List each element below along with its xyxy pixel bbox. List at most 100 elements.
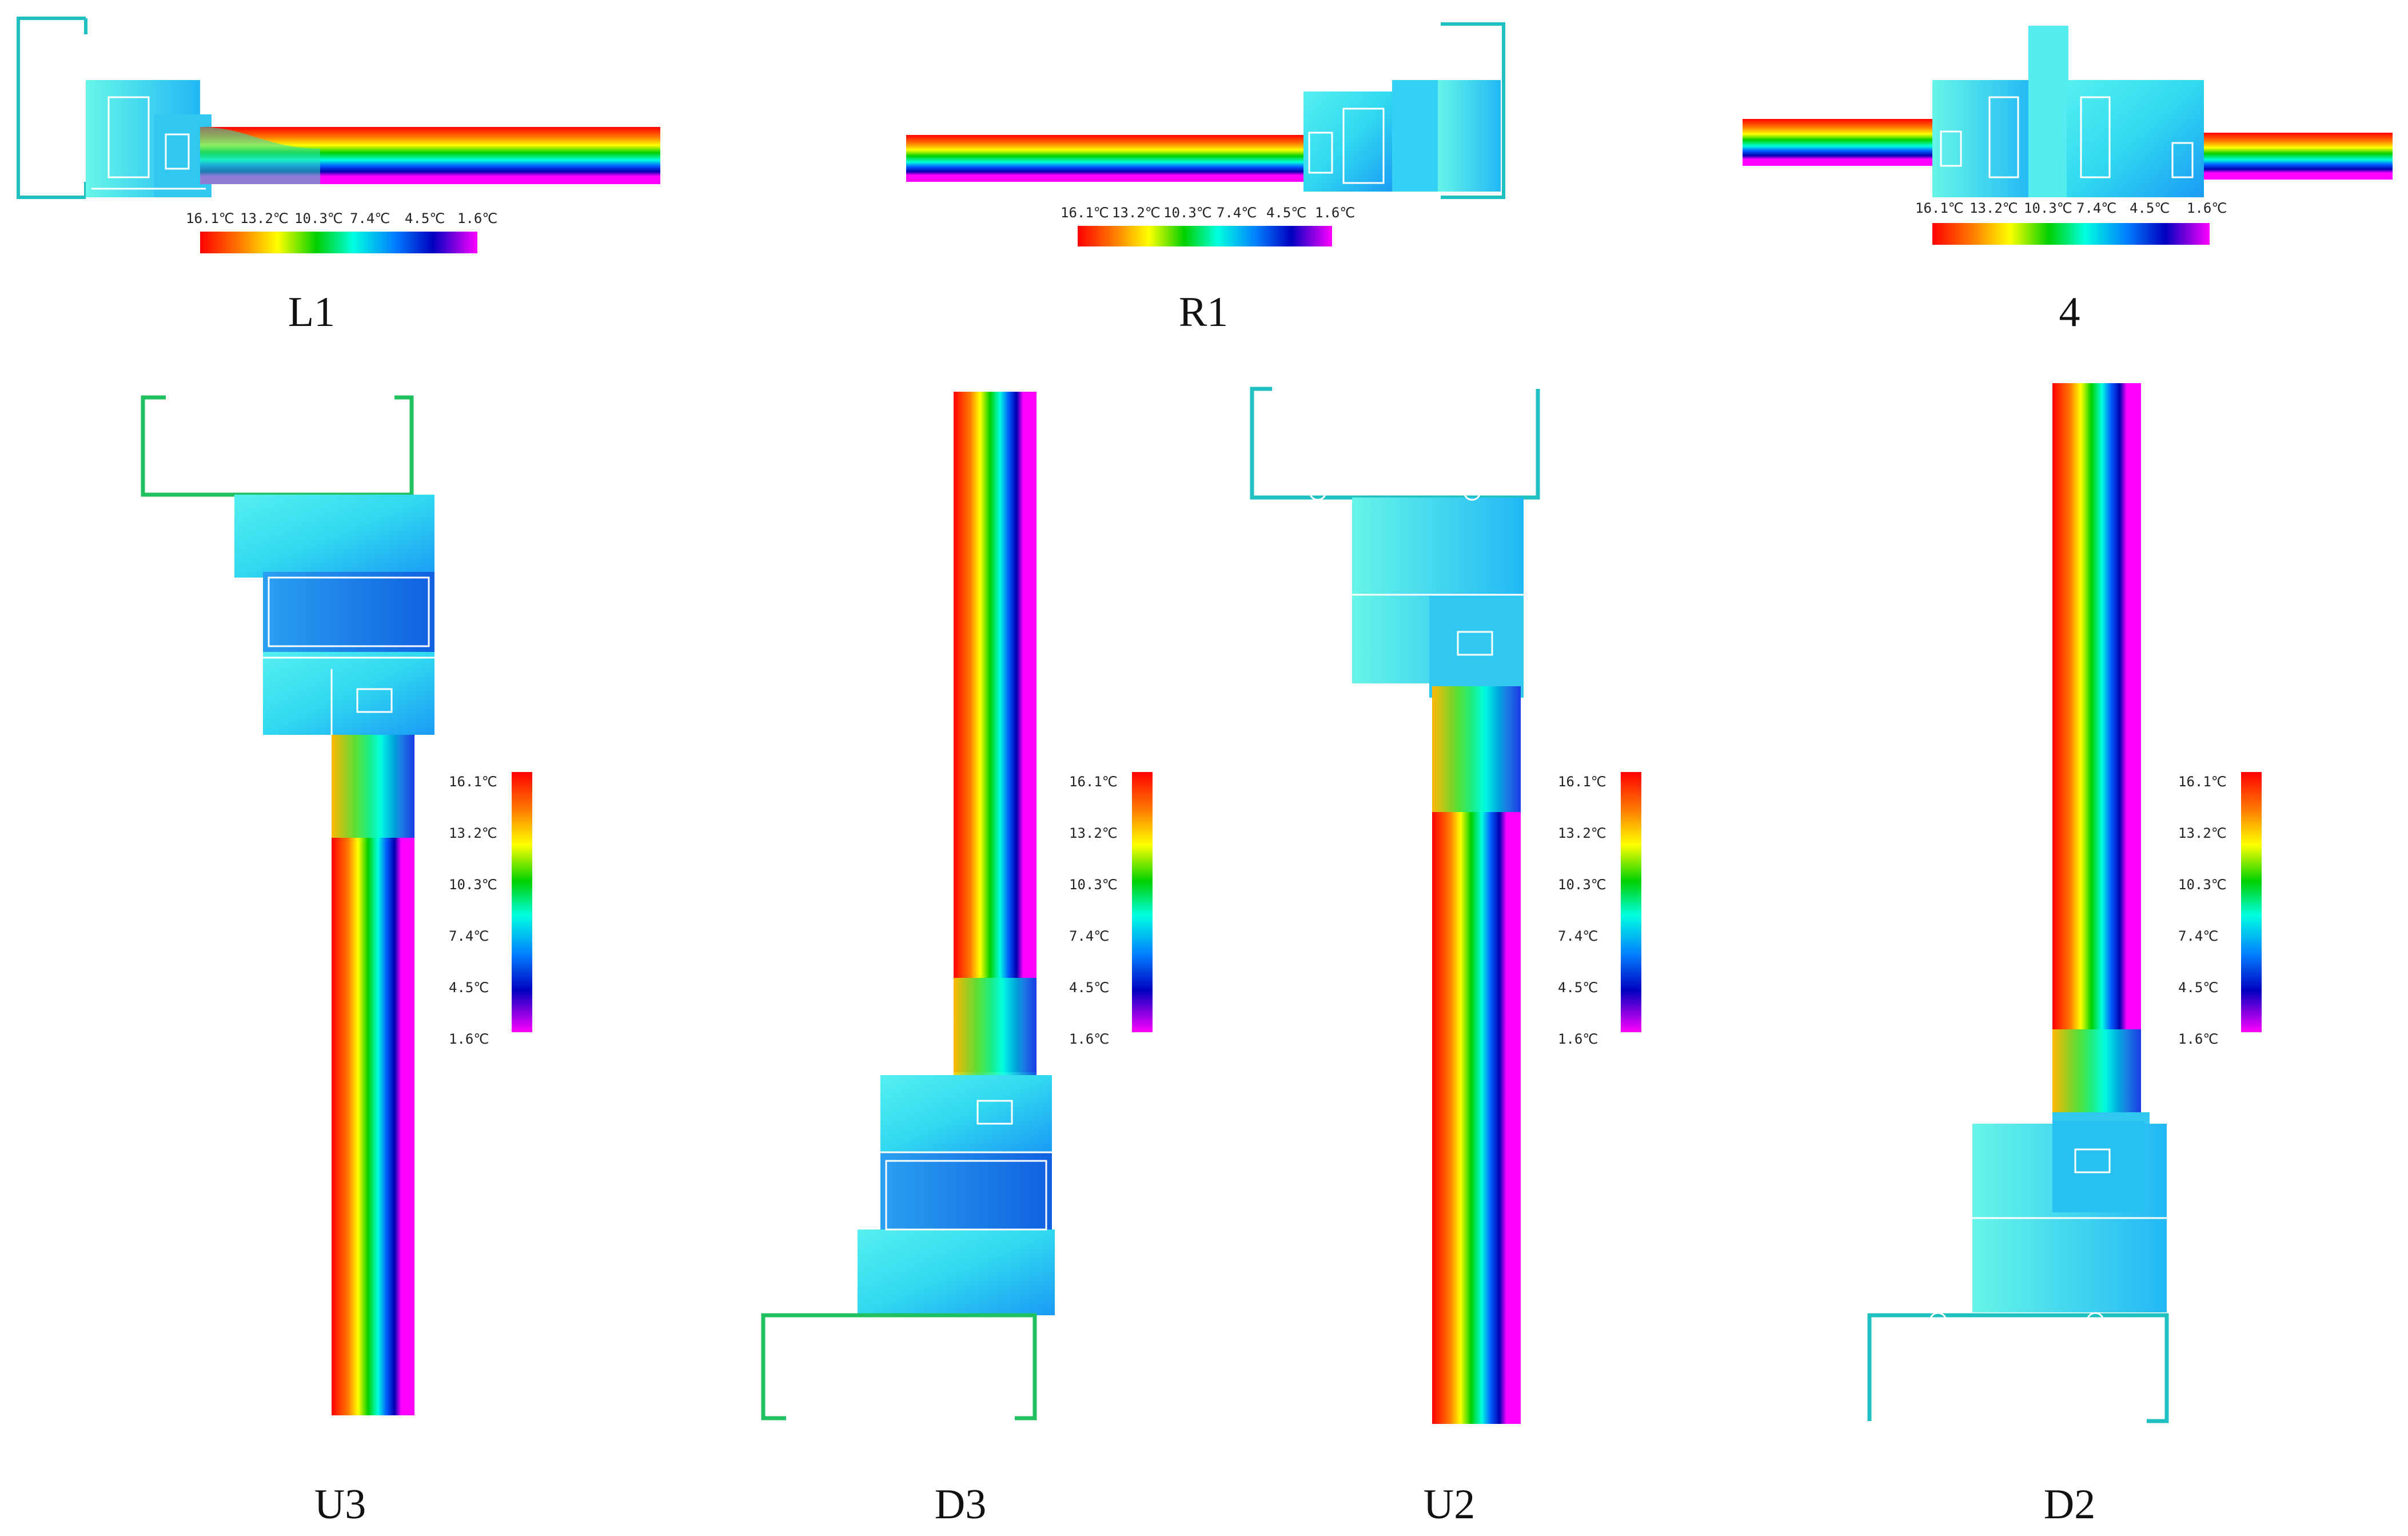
panel-U2: 16.1℃ 13.2℃ 10.3℃ 7.4℃ 4.5℃ 1.6℃ U2 xyxy=(1250,387,1641,1528)
tick-label: 10.3℃ xyxy=(1558,877,1606,893)
bracket-outline xyxy=(1250,387,1540,500)
scale-tick-labels: 16.1℃ 13.2℃ 10.3℃ 7.4℃ 4.5℃ 1.6℃ xyxy=(1915,200,2227,216)
frame-sash xyxy=(1303,91,1395,192)
tick-label: 4.5℃ xyxy=(1558,980,1598,996)
tick-label: 4.5℃ xyxy=(2130,200,2170,216)
tick-label: 13.2℃ xyxy=(2178,825,2227,841)
scale-tick-labels: 16.1℃ 13.2℃ 10.3℃ 7.4℃ 4.5℃ 1.6℃ xyxy=(1069,774,1118,1047)
frame-section xyxy=(1392,80,1438,192)
color-scale-R1: 16.1℃ 13.2℃ 10.3℃ 7.4℃ 4.5℃ 1.6℃ xyxy=(1061,205,1355,246)
tick-label: 1.6℃ xyxy=(457,210,497,226)
tick-label: 4.5℃ xyxy=(1069,980,1109,996)
color-bar xyxy=(1132,772,1153,1032)
sash-frame xyxy=(1429,595,1524,698)
tick-label: 10.3℃ xyxy=(2178,877,2227,893)
panel-label: D2 xyxy=(2044,1481,2095,1528)
panel-D2: 16.1℃ 13.2℃ 10.3℃ 7.4℃ 4.5℃ 1.6℃ D2 xyxy=(1867,383,2262,1528)
color-scale-L1: 16.1℃ 13.2℃ 10.3℃ 7.4℃ 4.5℃ 1.6℃ xyxy=(186,210,497,253)
lower-frame xyxy=(858,1229,1055,1315)
glazing-unit xyxy=(906,135,1332,182)
tick-label: 10.3℃ xyxy=(1069,877,1118,893)
tick-label: 1.6℃ xyxy=(2178,1031,2218,1047)
color-scale-U3: 16.1℃ 13.2℃ 10.3℃ 7.4℃ 4.5℃ 1.6℃ xyxy=(449,772,532,1047)
tick-label: 4.5℃ xyxy=(405,210,445,226)
profile-outlines xyxy=(1308,108,1385,184)
color-scale-4: 16.1℃ 13.2℃ 10.3℃ 7.4℃ 4.5℃ 1.6℃ xyxy=(1915,200,2227,245)
profile-outlines xyxy=(1309,483,1524,656)
tick-label: 4.5℃ xyxy=(449,980,489,996)
color-scale-U2: 16.1℃ 13.2℃ 10.3℃ 7.4℃ 4.5℃ 1.6℃ xyxy=(1558,772,1641,1047)
tick-label: 13.2℃ xyxy=(1069,825,1118,841)
tick-label: 13.2℃ xyxy=(1970,200,2018,216)
tick-label: 16.1℃ xyxy=(1061,205,1109,221)
tick-label: 16.1℃ xyxy=(1915,200,1964,216)
scale-tick-labels: 16.1℃ 13.2℃ 10.3℃ 7.4℃ 4.5℃ 1.6℃ xyxy=(186,210,497,226)
tick-label: 7.4℃ xyxy=(2178,928,2218,944)
upper-frame xyxy=(234,495,434,578)
scale-tick-labels: 16.1℃ 13.2℃ 10.3℃ 7.4℃ 4.5℃ 1.6℃ xyxy=(449,774,497,1047)
bracket-outline xyxy=(17,17,87,199)
glazing-right xyxy=(2201,133,2393,180)
bracket-outline xyxy=(1441,22,1505,199)
middle-frame xyxy=(880,1152,1052,1238)
tick-label: 16.1℃ xyxy=(1558,774,1606,790)
glazing-unit xyxy=(2052,383,2141,1121)
glazing-unit xyxy=(332,735,414,1415)
panel-label: R1 xyxy=(1179,289,1228,336)
color-bar xyxy=(1621,772,1641,1032)
panel-label: U2 xyxy=(1424,1481,1475,1528)
color-bar xyxy=(2241,772,2262,1032)
tick-label: 7.4℃ xyxy=(1217,205,1257,221)
tick-label: 13.2℃ xyxy=(449,825,497,841)
tick-label: 1.6℃ xyxy=(1558,1031,1598,1047)
tick-label: 7.4℃ xyxy=(350,210,390,226)
sash-frame xyxy=(880,1075,1052,1152)
tick-label: 13.2℃ xyxy=(1558,825,1606,841)
panel-label: D3 xyxy=(935,1481,986,1528)
panel-label: 4 xyxy=(2059,289,2080,336)
glazing-unit xyxy=(954,392,1036,1072)
tick-label: 16.1℃ xyxy=(2178,774,2227,790)
panel-R1: 16.1℃ 13.2℃ 10.3℃ 7.4℃ 4.5℃ 1.6℃ R1 xyxy=(906,22,1505,336)
panel-U3: 16.1℃ 13.2℃ 10.3℃ 7.4℃ 4.5℃ 1.6℃ U3 xyxy=(141,395,532,1528)
profile-outlines xyxy=(1940,96,2194,178)
tick-label: 1.6℃ xyxy=(449,1031,489,1047)
tick-label: 7.4℃ xyxy=(1069,928,1109,944)
transition-zone xyxy=(332,735,414,838)
color-scale-D2: 16.1℃ 13.2℃ 10.3℃ 7.4℃ 4.5℃ 1.6℃ xyxy=(2178,772,2262,1047)
sash-inner xyxy=(2052,1121,2144,1212)
panel-D3: 16.1℃ 13.2℃ 10.3℃ 7.4℃ 4.5℃ 1.6℃ D3 xyxy=(761,392,1153,1528)
tick-label: 4.5℃ xyxy=(1266,205,1306,221)
bracket-outline xyxy=(1867,1313,2169,1423)
mullion xyxy=(2028,26,2068,197)
sash-frame xyxy=(263,652,434,735)
tick-label: 7.4℃ xyxy=(1558,928,1598,944)
panel-L1: 16.1℃ 13.2℃ 10.3℃ 7.4℃ 4.5℃ 1.6℃ L1 xyxy=(17,17,660,336)
scale-tick-labels: 16.1℃ 13.2℃ 10.3℃ 7.4℃ 4.5℃ 1.6℃ xyxy=(2178,774,2227,1047)
tick-label: 1.6℃ xyxy=(1069,1031,1109,1047)
bracket-outline xyxy=(761,1313,1037,1420)
tick-label: 1.6℃ xyxy=(1315,205,1355,221)
profile-outlines xyxy=(263,576,434,735)
scale-tick-labels: 16.1℃ 13.2℃ 10.3℃ 7.4℃ 4.5℃ 1.6℃ xyxy=(1061,205,1355,221)
tick-label: 1.6℃ xyxy=(2187,200,2227,216)
tick-label: 10.3℃ xyxy=(1163,205,1212,221)
middle-frame xyxy=(263,572,434,658)
panel-label: L1 xyxy=(288,289,335,336)
tick-label: 16.1℃ xyxy=(186,210,234,226)
panel-4: 16.1℃ 13.2℃ 10.3℃ 7.4℃ 4.5℃ 1.6℃ 4 xyxy=(1743,26,2393,336)
color-scale-D3: 16.1℃ 13.2℃ 10.3℃ 7.4℃ 4.5℃ 1.6℃ xyxy=(1069,772,1153,1047)
tick-label: 7.4℃ xyxy=(449,928,489,944)
tick-label: 10.3℃ xyxy=(294,210,343,226)
tick-label: 16.1℃ xyxy=(1069,774,1118,790)
tick-label: 13.2℃ xyxy=(1112,205,1161,221)
transition-zone xyxy=(1432,686,1521,812)
transition-zone xyxy=(954,978,1036,1075)
color-bar xyxy=(1078,226,1332,246)
tick-label: 10.3℃ xyxy=(2024,200,2072,216)
tick-label: 13.2℃ xyxy=(240,210,289,226)
transition-zone xyxy=(2052,1029,2141,1127)
panel-label: U3 xyxy=(314,1481,366,1528)
color-bar xyxy=(512,772,532,1032)
